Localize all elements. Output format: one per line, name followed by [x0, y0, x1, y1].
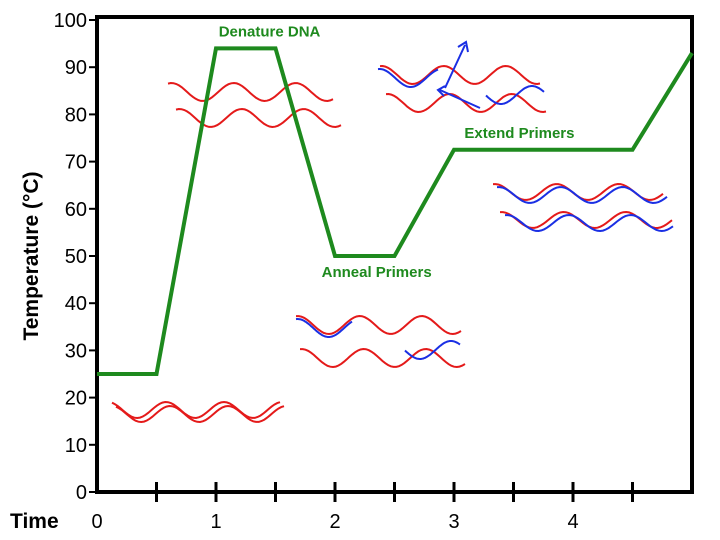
y-tick-label: 0	[76, 482, 87, 504]
dna-strand-icon	[379, 64, 541, 86]
primer-strand-icon	[377, 68, 439, 88]
y-tick-label: 30	[65, 340, 87, 362]
primer-strand-icon	[497, 185, 668, 205]
y-tick-label: 10	[65, 435, 87, 457]
y-tick-label: 20	[65, 388, 87, 410]
arrow-icon	[444, 40, 469, 89]
primer-strand-icon	[485, 85, 545, 105]
x-tick-label: 2	[329, 511, 340, 533]
y-tick-label: 90	[65, 57, 87, 79]
x-tick-label: 4	[567, 511, 578, 533]
annotation-label: Anneal Primers	[322, 264, 432, 281]
dna-strand-icon	[296, 314, 462, 336]
y-axis-label: Temperature (°C)	[20, 171, 43, 340]
dna-strand-icon	[385, 92, 547, 114]
y-tick-label: 70	[65, 152, 87, 174]
y-tick-label: 80	[65, 104, 87, 126]
x-axis-label: Time	[10, 510, 59, 533]
y-tick-label: 100	[54, 10, 87, 32]
y-tick-label: 50	[65, 246, 87, 268]
y-tick-label: 40	[65, 293, 87, 315]
x-tick-label: 3	[448, 511, 459, 533]
annotation-label: Extend Primers	[464, 125, 574, 142]
annotation-label: Denature DNA	[219, 24, 321, 41]
dna-strand-icon	[115, 404, 285, 424]
x-tick-label: 1	[210, 511, 221, 533]
primer-strand-icon	[404, 340, 461, 360]
x-tick-label: 0	[91, 511, 102, 533]
y-tick-label: 60	[65, 199, 87, 221]
dna-strand-icon	[300, 347, 466, 369]
dna-strand-icon	[167, 81, 334, 103]
dna-strand-icon	[111, 400, 281, 420]
primer-strand-icon	[295, 318, 353, 338]
primer-strand-icon	[505, 213, 674, 233]
arrow-icon	[436, 85, 481, 109]
dna-strand-illustrations	[111, 40, 674, 424]
